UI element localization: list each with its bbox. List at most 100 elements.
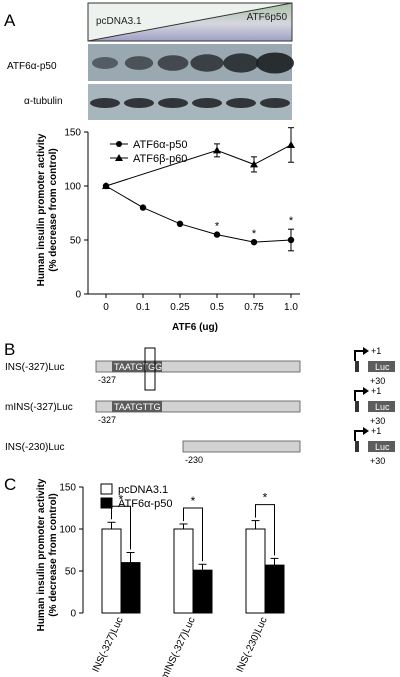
construct-end-1: +30 xyxy=(370,416,385,426)
blot-bands-1 xyxy=(92,52,294,74)
wedge-label-right: ATF6p50 xyxy=(247,12,288,23)
tubulin-band-4 xyxy=(192,98,222,108)
construct-element-text-0: TAATGTGG xyxy=(114,362,162,372)
data-point-circle xyxy=(176,220,184,227)
bar-x-label-0: INS(-327)Luc xyxy=(91,616,126,675)
legend-marker-circle xyxy=(116,141,122,147)
luc-label-2: Luc xyxy=(375,442,390,452)
bar-chart-ylabel-1: Human insulin promoter activity xyxy=(36,478,47,631)
bar-2-1 xyxy=(264,564,285,614)
luc-box-0 xyxy=(368,361,395,372)
atf6-band-5 xyxy=(223,53,259,73)
construct-end-0: +30 xyxy=(370,376,385,386)
line-chart-ylabel-1: Human insulin promoter activity xyxy=(36,133,47,286)
construct-element-box-1 xyxy=(112,401,162,412)
construct-start-2: -230 xyxy=(185,455,203,465)
tubulin-band-1 xyxy=(90,98,120,108)
atf6-band-4 xyxy=(190,54,224,72)
luc-label-1: Luc xyxy=(375,402,390,412)
bar-legend-label-1: ATF6α-p50 xyxy=(118,498,172,510)
tubulin-band-6 xyxy=(260,98,290,108)
bar-legend-swatch-1 xyxy=(100,497,113,509)
tss-arrow-1 xyxy=(354,390,363,401)
line-chart-y-ticks: 0 50 100 150 xyxy=(64,128,88,301)
construct-promoter-0 xyxy=(95,360,301,373)
significance-bracket-0 xyxy=(111,505,131,550)
bar-y-tick-label-0: 0 xyxy=(70,609,76,620)
bar-2-0 xyxy=(245,528,266,614)
atf6-band-1 xyxy=(92,57,118,69)
construct-promoter-1 xyxy=(95,400,301,413)
bar-chart-legend: pcDNA3.1 ATF6α-p50 xyxy=(100,483,172,510)
panel-label-a: A xyxy=(4,11,16,30)
bar-y-tick-label-50: 50 xyxy=(65,567,77,578)
tubulin-band-3 xyxy=(158,98,188,108)
tss-arrowhead-2 xyxy=(363,427,369,435)
atf6-band-2 xyxy=(124,56,154,70)
bar-legend-label-0: pcDNA3.1 xyxy=(118,484,168,496)
tss-mark-1 xyxy=(355,401,359,412)
construct-end-2: +30 xyxy=(370,456,385,466)
legend-label-0: ATF6α-p50 xyxy=(133,139,187,151)
data-point-triangle xyxy=(213,146,221,154)
data-point-circle xyxy=(287,236,295,244)
construct-label-0: INS(-327)Luc xyxy=(5,362,64,373)
significance-marker: * xyxy=(252,228,257,240)
construct-label-1: mINS(-327)Luc xyxy=(5,402,73,413)
bar-chart-y-ticks: 0 50 100 150 xyxy=(59,483,83,620)
bar-legend-swatch-0 xyxy=(100,483,113,495)
x-tick-label-0: 0 xyxy=(103,302,109,313)
line-chart-x-ticks: 0 0.1 0.25 0.5 0.75 1.0 xyxy=(103,294,298,313)
significance-marker: * xyxy=(215,221,220,233)
tss-arrow-2 xyxy=(354,430,363,441)
legend-label-1: ATF6β-p60 xyxy=(133,153,187,165)
y-tick-label-50: 50 xyxy=(70,236,82,247)
wedge-triangle xyxy=(87,2,293,42)
x-tick-label-5: 1.0 xyxy=(284,302,298,313)
bar-1-1 xyxy=(192,569,213,614)
blot-wedge: pcDNA3.1 ATF6p50 xyxy=(87,2,293,42)
tss-arrowhead-1 xyxy=(363,387,369,395)
tss-label-1: +1 xyxy=(371,386,381,396)
construct-start-1: -327 xyxy=(98,415,116,425)
tss-arrowhead-0 xyxy=(363,347,369,355)
tss-mark-0 xyxy=(355,361,359,372)
luc-box-1 xyxy=(368,401,395,412)
bar-y-tick-label-150: 150 xyxy=(59,483,76,494)
tss-label-0: +1 xyxy=(371,346,381,356)
data-point-triangle xyxy=(287,140,295,148)
line-chart: Human insulin promoter activity (% decre… xyxy=(36,127,300,333)
construct-label-2: INS(-230)Luc xyxy=(5,442,64,453)
data-point-circle xyxy=(213,231,221,238)
significance-bracket-1 xyxy=(183,507,203,562)
x-tick-label-4: 0.75 xyxy=(244,302,264,313)
line-chart-series: * * * xyxy=(102,127,295,252)
data-point-circle xyxy=(139,204,147,211)
luc-label-0: Luc xyxy=(375,362,390,372)
construct-start-0: -327 xyxy=(98,375,116,385)
construct-element-box-0 xyxy=(112,361,162,372)
tss-label-2: +1 xyxy=(371,426,381,436)
x-tick-label-3: 0.5 xyxy=(210,302,224,313)
legend-marker-triangle xyxy=(115,154,123,161)
bar-chart-ylabel-2: (% decrease from control) xyxy=(48,493,59,616)
y-tick-label-100: 100 xyxy=(64,182,81,193)
bar-significance-2: * xyxy=(263,491,268,505)
mutation-highlight-box xyxy=(144,347,156,391)
bar-x-label-1: mINS(-327)Luc xyxy=(159,616,198,677)
atf6-band-6 xyxy=(256,52,294,74)
tubulin-band-2 xyxy=(124,98,154,108)
tubulin-band-5 xyxy=(226,98,256,108)
series-line-0 xyxy=(105,185,292,243)
panel-label-c: C xyxy=(4,475,16,494)
tss-arrow-0 xyxy=(354,350,363,361)
y-tick-label-150: 150 xyxy=(64,128,81,139)
bar-0-1 xyxy=(120,562,141,614)
blot-row-label-2: α-tubulin xyxy=(24,96,63,107)
construct-diagrams: INS(-327)Luc TAATGTGG +1 Luc -327 +30 mINS(-32… xyxy=(5,346,395,466)
line-chart-legend: ATF6α-p50 ATF6β-p60 xyxy=(110,139,187,165)
panel-label-b: B xyxy=(4,340,15,359)
line-chart-xlabel: ATF6 (ug) xyxy=(172,322,218,333)
bar-chart-bars: * * * xyxy=(101,491,285,614)
line-chart-ylabel-2: (% decrease from control) xyxy=(48,148,59,271)
